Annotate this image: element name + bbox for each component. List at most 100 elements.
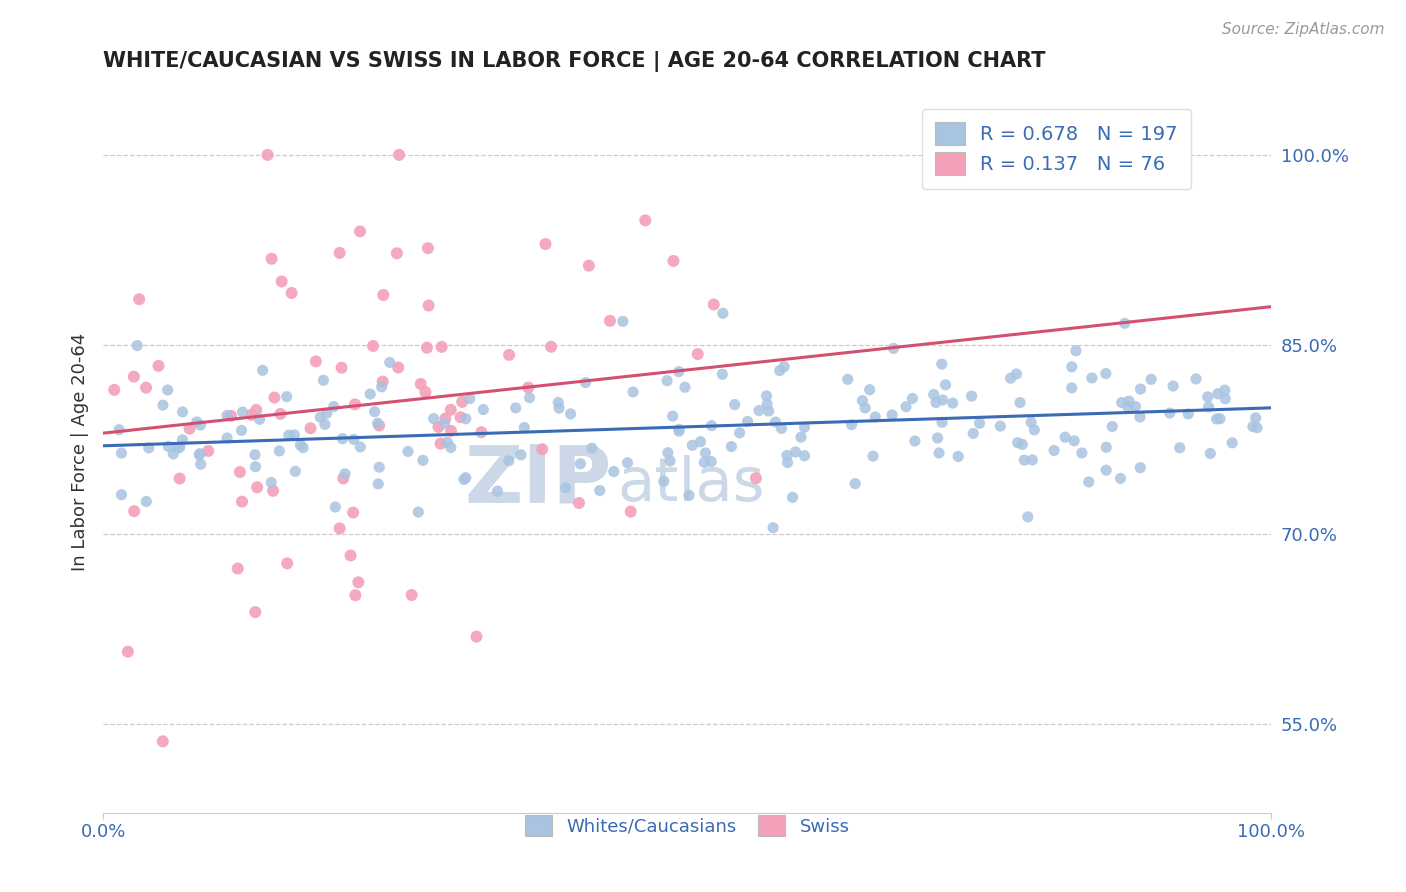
Point <box>1081 371 1104 385</box>
Text: WHITE/CAUCASIAN VS SWISS IN LABOR FORCE | AGE 20-64 CORRELATION CHART: WHITE/CAUCASIAN VS SWISS IN LABOR FORCE … <box>103 51 1046 71</box>
Point <box>859 383 882 397</box>
Point <box>569 457 592 471</box>
Point <box>574 376 596 390</box>
Point <box>226 561 249 575</box>
Point <box>387 360 409 375</box>
Point <box>332 471 354 485</box>
Point <box>157 439 180 453</box>
Point <box>276 557 298 571</box>
Point <box>260 475 283 490</box>
Point <box>359 387 381 401</box>
Point <box>436 435 458 450</box>
Point <box>332 432 354 446</box>
Point <box>756 397 779 411</box>
Point <box>361 339 384 353</box>
Point <box>315 406 337 420</box>
Point <box>659 454 682 468</box>
Legend: Whites/Caucasians, Swiss: Whites/Caucasians, Swiss <box>517 808 856 843</box>
Point <box>668 422 690 436</box>
Point <box>1116 400 1139 414</box>
Point <box>454 471 477 485</box>
Point <box>793 420 815 434</box>
Point <box>1213 392 1236 406</box>
Point <box>231 494 253 508</box>
Point <box>519 391 541 405</box>
Point <box>673 380 696 394</box>
Point <box>388 148 411 162</box>
Point <box>785 445 807 459</box>
Point <box>1246 420 1268 434</box>
Point <box>505 401 527 415</box>
Point <box>245 605 267 619</box>
Point <box>245 403 267 417</box>
Point <box>263 391 285 405</box>
Point <box>724 398 747 412</box>
Point <box>110 446 132 460</box>
Point <box>1024 423 1046 437</box>
Point <box>349 224 371 238</box>
Point <box>883 342 905 356</box>
Point <box>1185 372 1208 386</box>
Point <box>1197 390 1219 404</box>
Point <box>844 476 866 491</box>
Text: atlas: atlas <box>617 455 765 514</box>
Point <box>138 441 160 455</box>
Point <box>1129 460 1152 475</box>
Point <box>534 237 557 252</box>
Point <box>925 395 948 409</box>
Point <box>1161 379 1184 393</box>
Point <box>1054 430 1077 444</box>
Point <box>179 421 201 435</box>
Point <box>219 409 242 423</box>
Point <box>188 448 211 462</box>
Point <box>339 549 361 563</box>
Point <box>472 402 495 417</box>
Point <box>1064 343 1087 358</box>
Point <box>599 314 621 328</box>
Point <box>323 500 346 514</box>
Point <box>249 412 271 426</box>
Point <box>378 355 401 369</box>
Point <box>188 447 211 461</box>
Point <box>745 471 768 485</box>
Point <box>1198 400 1220 414</box>
Point <box>554 481 576 495</box>
Point <box>620 505 643 519</box>
Point <box>837 372 859 386</box>
Point <box>935 377 957 392</box>
Point <box>793 449 815 463</box>
Point <box>1014 453 1036 467</box>
Point <box>148 359 170 373</box>
Point <box>217 431 239 445</box>
Point <box>655 374 678 388</box>
Point <box>117 645 139 659</box>
Point <box>270 275 292 289</box>
Point <box>755 389 778 403</box>
Point <box>190 418 212 433</box>
Point <box>616 456 638 470</box>
Point <box>1118 394 1140 409</box>
Point <box>773 359 796 374</box>
Point <box>711 306 734 320</box>
Point <box>152 734 174 748</box>
Point <box>765 415 787 429</box>
Point <box>540 340 562 354</box>
Point <box>1111 395 1133 409</box>
Point <box>343 397 366 411</box>
Point <box>1063 434 1085 448</box>
Point <box>689 434 711 449</box>
Point <box>252 363 274 377</box>
Point <box>962 426 984 441</box>
Point <box>931 392 953 407</box>
Point <box>568 496 591 510</box>
Point <box>363 405 385 419</box>
Point <box>657 446 679 460</box>
Point <box>770 421 793 435</box>
Point <box>1129 382 1152 396</box>
Point <box>103 383 125 397</box>
Point <box>186 415 208 429</box>
Point <box>465 630 488 644</box>
Point <box>790 430 813 444</box>
Point <box>415 384 437 399</box>
Point <box>368 460 391 475</box>
